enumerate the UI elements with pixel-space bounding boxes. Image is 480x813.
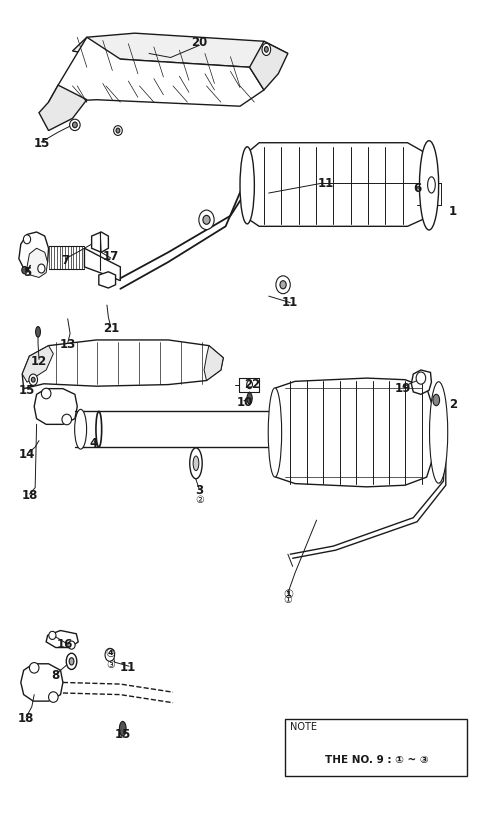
Ellipse shape xyxy=(120,721,126,736)
Text: ②: ② xyxy=(195,495,204,505)
Ellipse shape xyxy=(433,394,440,406)
Text: 15: 15 xyxy=(115,728,131,741)
Ellipse shape xyxy=(29,374,37,385)
Text: ①: ① xyxy=(283,589,293,602)
Ellipse shape xyxy=(49,632,56,640)
Ellipse shape xyxy=(70,120,80,131)
Text: 14: 14 xyxy=(19,448,35,461)
Text: 11: 11 xyxy=(282,296,299,309)
Polygon shape xyxy=(411,370,432,394)
Text: 16: 16 xyxy=(57,638,73,650)
Polygon shape xyxy=(48,37,264,107)
Polygon shape xyxy=(34,389,77,424)
Text: NOTE: NOTE xyxy=(290,722,317,733)
Polygon shape xyxy=(22,346,53,382)
Ellipse shape xyxy=(190,448,202,479)
Ellipse shape xyxy=(430,382,448,483)
Polygon shape xyxy=(19,232,48,273)
Text: 10: 10 xyxy=(237,396,253,409)
Ellipse shape xyxy=(22,267,27,274)
Text: 6: 6 xyxy=(413,182,421,195)
Text: ①: ① xyxy=(284,594,292,605)
Text: 8: 8 xyxy=(52,669,60,682)
Ellipse shape xyxy=(416,372,426,385)
Ellipse shape xyxy=(48,692,58,702)
Text: 15: 15 xyxy=(19,384,35,397)
Polygon shape xyxy=(22,340,223,389)
Text: 3: 3 xyxy=(195,485,204,498)
Text: 15: 15 xyxy=(33,137,49,150)
Polygon shape xyxy=(239,378,259,392)
Polygon shape xyxy=(99,272,116,288)
Ellipse shape xyxy=(62,414,72,424)
Ellipse shape xyxy=(420,141,439,230)
Text: 21: 21 xyxy=(103,322,119,335)
Ellipse shape xyxy=(276,276,290,293)
Text: 17: 17 xyxy=(103,250,119,263)
Text: ④: ④ xyxy=(106,646,116,659)
Ellipse shape xyxy=(105,648,115,661)
Ellipse shape xyxy=(38,264,45,273)
Ellipse shape xyxy=(41,389,51,399)
Text: 2: 2 xyxy=(449,398,457,411)
Polygon shape xyxy=(250,41,288,90)
Text: 7: 7 xyxy=(61,254,70,267)
Polygon shape xyxy=(27,248,48,277)
Ellipse shape xyxy=(66,653,77,669)
Ellipse shape xyxy=(96,411,102,447)
Polygon shape xyxy=(39,85,87,131)
Ellipse shape xyxy=(268,388,282,477)
Polygon shape xyxy=(92,232,108,252)
Text: 12: 12 xyxy=(31,354,47,367)
Text: 18: 18 xyxy=(18,712,34,725)
Text: ③: ③ xyxy=(107,659,115,670)
Polygon shape xyxy=(271,378,441,487)
Text: 22: 22 xyxy=(244,378,260,391)
Ellipse shape xyxy=(247,393,252,404)
Text: 18: 18 xyxy=(21,489,37,502)
Ellipse shape xyxy=(199,210,214,229)
Ellipse shape xyxy=(114,126,122,136)
Ellipse shape xyxy=(203,215,210,224)
Ellipse shape xyxy=(262,43,271,55)
Polygon shape xyxy=(46,631,78,647)
Ellipse shape xyxy=(428,176,435,193)
Ellipse shape xyxy=(193,456,199,471)
Ellipse shape xyxy=(74,409,86,449)
Text: 11: 11 xyxy=(120,661,136,674)
Polygon shape xyxy=(72,33,288,67)
Polygon shape xyxy=(204,346,223,380)
Ellipse shape xyxy=(264,46,268,52)
Ellipse shape xyxy=(280,280,286,289)
Ellipse shape xyxy=(68,641,75,649)
Text: THE NO. 9 : ① ~ ③: THE NO. 9 : ① ~ ③ xyxy=(324,755,428,765)
Text: 20: 20 xyxy=(191,37,207,50)
Polygon shape xyxy=(84,248,120,280)
Ellipse shape xyxy=(36,327,40,337)
Ellipse shape xyxy=(72,122,77,128)
Text: 11: 11 xyxy=(318,176,334,189)
Ellipse shape xyxy=(247,380,252,389)
Text: 19: 19 xyxy=(395,382,411,395)
Text: 13: 13 xyxy=(60,338,76,351)
Polygon shape xyxy=(21,663,63,701)
Text: 1: 1 xyxy=(449,205,457,218)
Ellipse shape xyxy=(240,147,254,224)
Ellipse shape xyxy=(24,235,31,244)
Ellipse shape xyxy=(31,377,35,382)
Ellipse shape xyxy=(69,658,74,665)
Ellipse shape xyxy=(116,128,120,133)
Text: 4: 4 xyxy=(90,437,98,450)
Text: 5: 5 xyxy=(23,266,31,279)
Polygon shape xyxy=(245,143,432,226)
Ellipse shape xyxy=(29,663,39,673)
Bar xyxy=(286,719,468,776)
